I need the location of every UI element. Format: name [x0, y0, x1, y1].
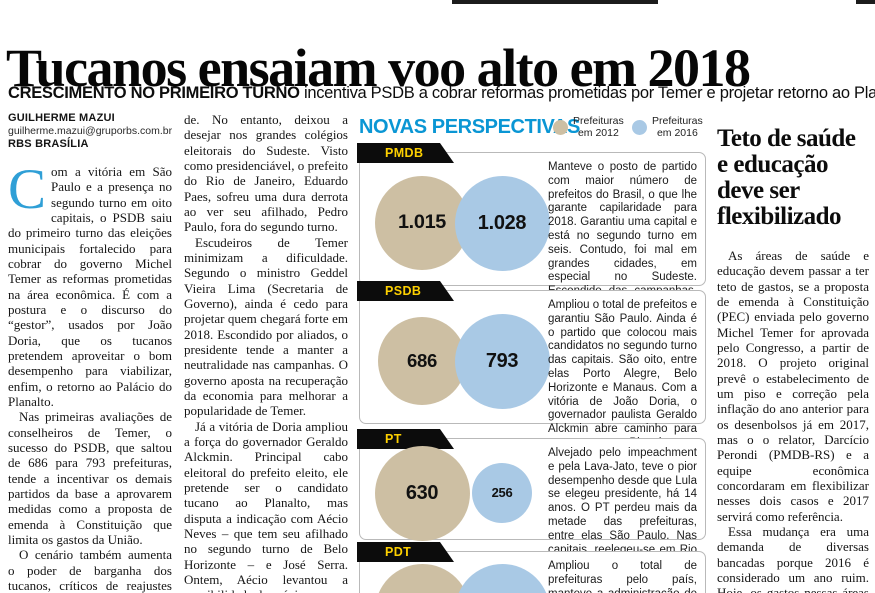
paragraph: Nas primeiras avaliações de conselheiros…: [8, 409, 172, 547]
legend-item-2012: Prefeituras em 2012: [553, 115, 624, 139]
party-name: PMDB: [385, 146, 424, 160]
legend-item-2016: Prefeituras em 2016: [632, 115, 703, 139]
bubble-2016: [454, 563, 550, 593]
party-name: PDT: [385, 545, 412, 559]
bubble-value: 630: [405, 481, 439, 504]
kicker-lead: CRESCIMENTO NO PRIMEIRO TURNO: [8, 84, 300, 102]
bubble-value: 686: [406, 349, 437, 371]
paragraph: As áreas de saúde e educação devem passa…: [717, 248, 869, 524]
party-box-pmdb: PMDB 1.015 1.028 Manteve o posto de partido…: [359, 152, 706, 339]
legend-label-2016: Prefeituras em 2016: [652, 115, 703, 139]
legend-label-2012: Prefeituras em 2012: [573, 115, 624, 139]
party-tab: PT: [357, 429, 454, 449]
legend-swatch-2016: [632, 120, 647, 136]
paragraph: Escudeiros de Temer minimizam a dificuld…: [184, 234, 348, 419]
top-rule-fragment: [856, 0, 875, 4]
bubble-2012: [374, 563, 470, 593]
paragraph: de. No entanto, deixou a desejar nos gra…: [184, 112, 348, 235]
party-text: Ampliou o total de prefeituras pelo país…: [548, 560, 697, 593]
paragraph: Já a vitória de Doria ampliou a força do…: [184, 418, 348, 593]
party-tab: PSDB: [357, 281, 454, 301]
party-tab: PMDB: [357, 143, 454, 163]
bubble-value: 793: [485, 349, 519, 372]
party-name: PSDB: [385, 284, 422, 298]
byline-bureau: RBS BRASÍLIA: [8, 138, 89, 150]
drop-cap: C: [8, 158, 47, 221]
body-text: de. No entanto, deixou a desejar nos gra…: [184, 112, 348, 593]
bubble-2012: 630: [374, 445, 470, 541]
byline-author: GUILHERME MAZUI: [8, 112, 115, 124]
article-column-1: GUILHERME MAZUI guilherme.mazui@gruporbs…: [8, 112, 172, 593]
byline: GUILHERME MAZUI guilherme.mazui@gruporbs…: [8, 112, 172, 150]
party-box-pt: PT 630 256 Alvejado pelo impeachment e pela…: [359, 438, 706, 583]
bubble-2016: 793: [454, 313, 550, 409]
bubble-2012: 686: [377, 316, 467, 406]
main-headline: Tucanos ensaiam voo alto em 2018: [6, 38, 751, 99]
party-tab: PDT: [357, 542, 454, 562]
party-box-psdb: PSDB 686 793 Ampliou o total de prefeitos e…: [359, 290, 706, 463]
bubble-value: 256: [491, 485, 513, 501]
bubble-2016: 256: [471, 462, 533, 524]
sidebar-headline: Teto de saúde e educação deve ser flexib…: [717, 125, 856, 230]
paragraph: O cenário também aumenta o poder de barg…: [8, 547, 172, 593]
bubble-2012: 1.015: [374, 175, 470, 271]
party-name: PT: [385, 432, 402, 446]
paragraph: Essa mudança era uma demanda de diversas…: [717, 523, 869, 593]
article-column-2: de. No entanto, deixou a desejar nos gra…: [184, 112, 348, 593]
top-rule-fragment: [452, 0, 658, 4]
kicker-rest: incentiva PSDB a cobrar reformas prometi…: [299, 84, 875, 102]
byline-email: guilherme.mazui@gruporbs.com.br: [8, 125, 172, 137]
party-box-pdt: PDT Ampliou o total de prefeituras pelo p…: [359, 551, 706, 593]
sidebar-body-text: As áreas de saúde e educação devem passa…: [717, 248, 869, 593]
bubble-value: 1.028: [477, 211, 527, 234]
kicker-line: CRESCIMENTO NO PRIMEIRO TURNO incentiva …: [8, 84, 875, 103]
bubble-value: 1.015: [397, 211, 447, 234]
sidebar-article: Teto de saúde e educação deve ser flexib…: [717, 112, 869, 593]
bubble-2016: 1.028: [454, 175, 550, 271]
infographic: NOVAS PERSPECTIVAS Prefeituras em 2012 Pr…: [357, 112, 706, 593]
legend-swatch-2012: [553, 120, 568, 136]
infographic-title: NOVAS PERSPECTIVAS: [359, 116, 580, 138]
